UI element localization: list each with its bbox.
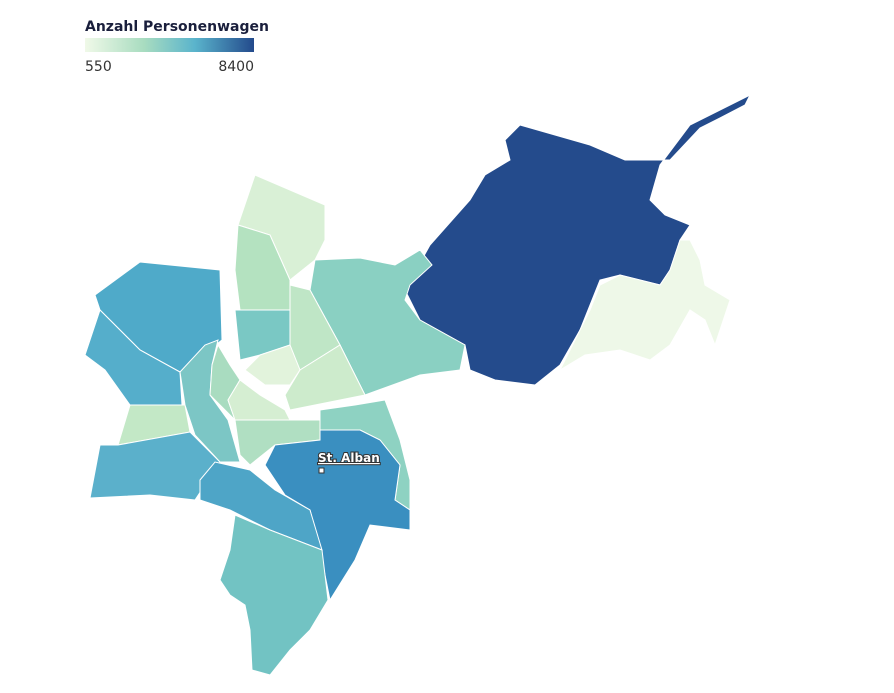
place-marker	[318, 467, 325, 474]
legend-gradient	[85, 38, 254, 52]
legend-max: 8400	[218, 59, 254, 75]
district[interactable]	[89, 431, 221, 501]
legend-min: 550	[85, 59, 112, 75]
district[interactable]	[219, 514, 329, 676]
district[interactable]	[227, 379, 291, 426]
place-label[interactable]: St. Alban	[317, 450, 381, 466]
district[interactable]	[179, 339, 241, 463]
legend-title: Anzahl Personenwagen	[85, 19, 269, 35]
district[interactable]	[199, 461, 323, 551]
district[interactable]	[284, 344, 366, 411]
district[interactable]	[558, 239, 731, 372]
district[interactable]	[264, 429, 411, 602]
districts	[84, 93, 752, 676]
district[interactable]	[244, 344, 301, 386]
